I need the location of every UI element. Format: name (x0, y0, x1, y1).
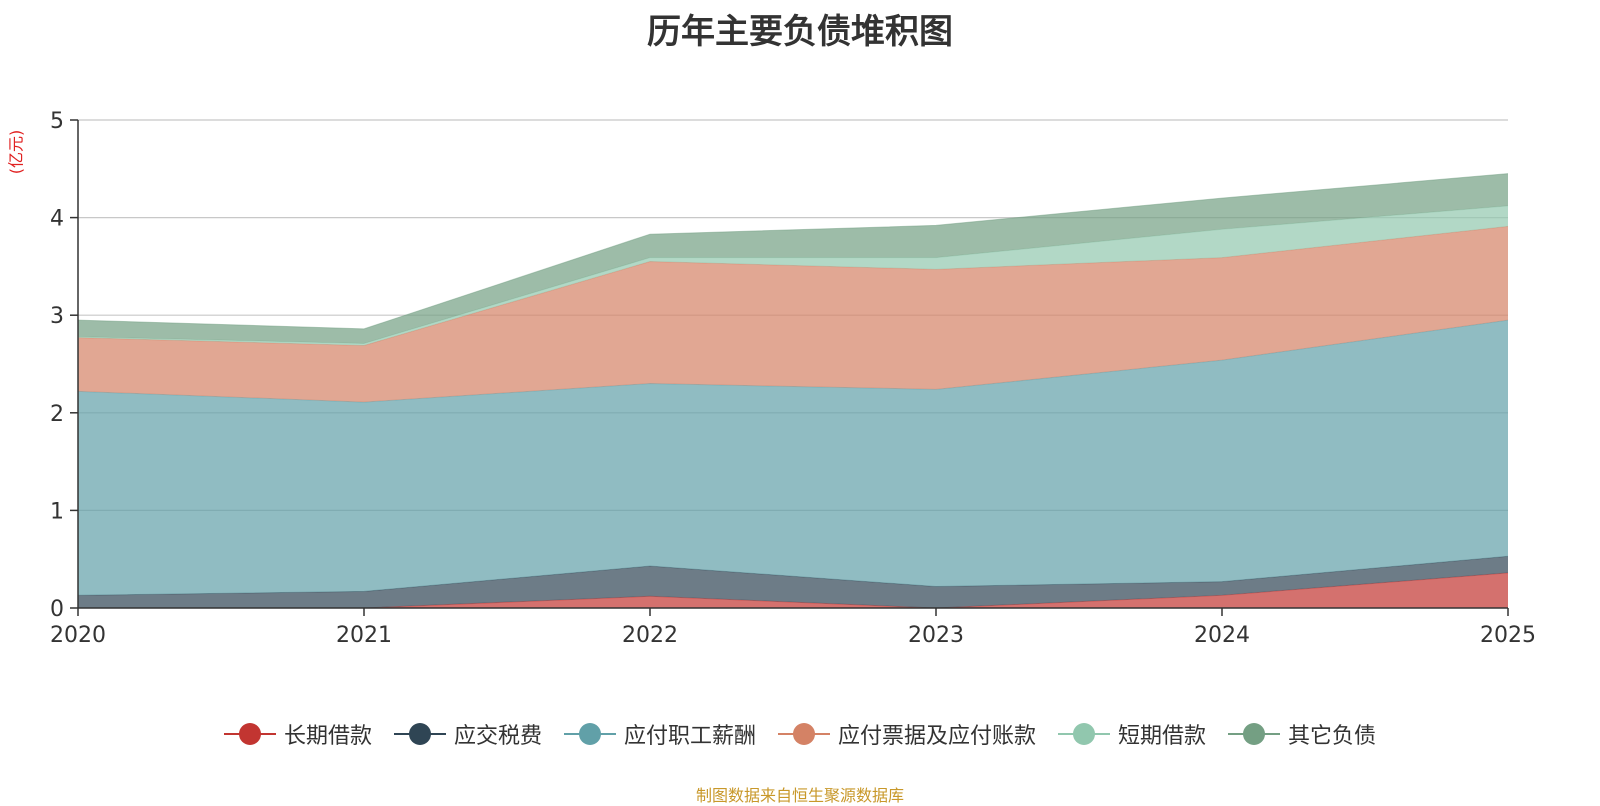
area-series (78, 320, 1508, 596)
x-tick-label: 2025 (1480, 623, 1536, 648)
legend-marker-dot (408, 723, 431, 745)
y-tick-label: 0 (50, 597, 64, 622)
area-series-edge (77, 173, 1509, 330)
legend-item[interactable]: 应交税费 (393, 718, 542, 750)
x-tick-label: 2023 (908, 623, 964, 648)
legend-label: 短期借款 (1118, 724, 1207, 749)
x-tick-label: 2022 (622, 623, 678, 648)
area-series (78, 173, 1508, 344)
legend-marker-dot (578, 723, 601, 745)
legend-label: 应交税费 (453, 724, 542, 749)
y-tick-label: 5 (50, 109, 64, 134)
y-tick-label: 3 (50, 304, 64, 329)
y-tick-label: 1 (50, 499, 64, 524)
legend-item[interactable]: 应付票据及应付账款 (778, 718, 1036, 750)
area-series (78, 572, 1508, 608)
legend-label: 其它负债 (1288, 724, 1377, 749)
legend: 长期借款 应交税费 应付职工薪酬 应付票据及应付账款 短期借款 其它负债 (0, 718, 1600, 750)
chart-title: 历年主要负债堆积图 (647, 12, 953, 52)
source-footer: 制图数据来自恒生聚源数据库 (695, 786, 904, 805)
legend-marker-dot (1243, 723, 1266, 745)
legend-item[interactable]: 应付职工薪酬 (563, 718, 756, 750)
legend-item[interactable]: 长期借款 (223, 718, 372, 750)
legend-item[interactable]: 短期借款 (1058, 718, 1206, 750)
legend-item[interactable]: 其它负债 (1228, 718, 1376, 750)
legend-marker-icon (778, 723, 830, 745)
legend-label: 应付票据及应付账款 (838, 724, 1037, 749)
legend-marker-icon (563, 723, 616, 745)
legend-label: 应付职工薪酬 (623, 724, 756, 749)
area-series (78, 205, 1508, 346)
area-layer (77, 173, 1509, 609)
axis-layer: 0 1 2 3 4 5 2020 2021 2022 2023 2024 2025 (50, 109, 1536, 648)
y-tick-label: 2 (50, 402, 64, 427)
legend-marker-icon (1228, 723, 1281, 745)
legend-marker-dot (238, 723, 261, 745)
legend-marker-icon (223, 723, 276, 745)
area-series (78, 556, 1508, 608)
x-tick-label: 2024 (1194, 623, 1250, 648)
legend-label: 长期借款 (283, 724, 372, 749)
x-tick-label: 2021 (336, 623, 392, 648)
legend-marker-dot (793, 723, 815, 745)
legend-marker-icon (393, 723, 446, 745)
area-series (78, 226, 1508, 403)
y-tick-label: 4 (50, 207, 64, 232)
chart-plot: 0 1 2 3 4 5 2020 2021 2022 2023 2024 2025 (50, 109, 1536, 648)
legend-marker-dot (1073, 723, 1096, 745)
x-tick-label: 2020 (50, 623, 106, 648)
legend-marker-icon (1058, 723, 1111, 745)
